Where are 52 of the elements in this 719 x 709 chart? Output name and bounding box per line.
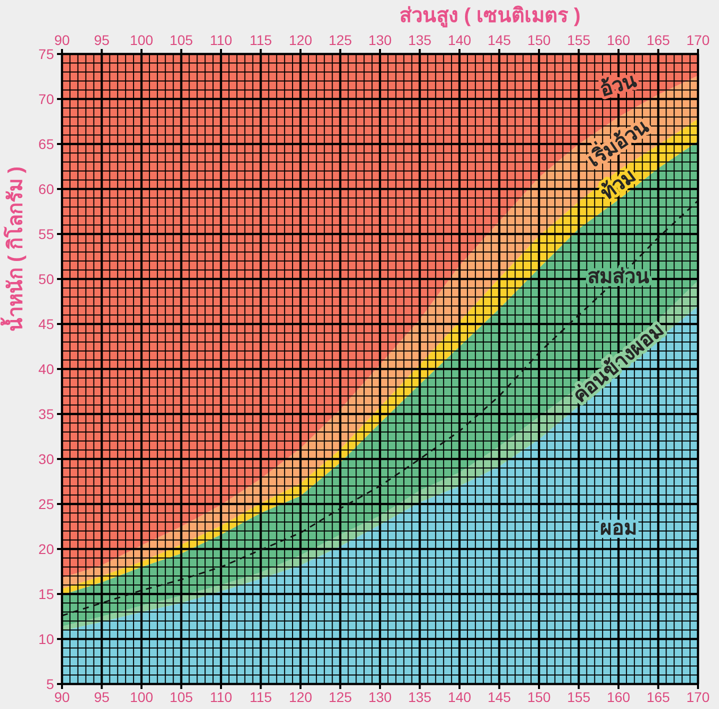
- x2-tick-label: 110: [210, 32, 232, 48]
- y-axis-title: น้ำหนัก ( กิโลกรัม ): [0, 166, 27, 332]
- x-tick-label: 105: [170, 689, 194, 705]
- y-tick-label: 75: [38, 46, 54, 62]
- y-tick-label: 25: [38, 496, 54, 512]
- x-tick-label: 135: [408, 689, 432, 705]
- x-tick-label: 120: [288, 689, 312, 705]
- x2-tick-label: 170: [686, 32, 710, 48]
- x2-tick-label: 90: [54, 32, 70, 48]
- x2-tick-label: 150: [527, 32, 551, 48]
- x2-tick-label: 155: [567, 32, 591, 48]
- x2-tick-label: 140: [448, 32, 472, 48]
- x2-tick-label: 130: [368, 32, 392, 48]
- x-tick-label: 150: [527, 689, 551, 705]
- x-tick-label: 110: [210, 689, 232, 705]
- x2-tick-label: 95: [94, 32, 110, 48]
- y-tick-label: 45: [38, 316, 54, 332]
- x2-axis-title: ส่วนสูง ( เซนติเมตร ): [400, 5, 580, 29]
- y-tick-label: 10: [38, 631, 54, 647]
- x2-tick-label: 100: [130, 32, 154, 48]
- x-tick-label: 145: [488, 689, 512, 705]
- x-tick-label: 125: [328, 689, 352, 705]
- x2-tick-label: 125: [328, 32, 352, 48]
- x-tick-label: 155: [567, 689, 591, 705]
- y-tick-label: 5: [46, 676, 54, 692]
- x-tick-label: 140: [448, 689, 472, 705]
- y-tick-label: 15: [38, 586, 54, 602]
- y-tick-label: 35: [38, 406, 54, 422]
- x2-tick-label: 160: [606, 32, 630, 48]
- y-tick-label: 20: [38, 541, 54, 557]
- x-tick-label: 170: [686, 689, 710, 705]
- y-tick-label: 60: [38, 181, 54, 197]
- x2-tick-label: 105: [170, 32, 194, 48]
- x2-tick-label: 135: [408, 32, 432, 48]
- x-tick-label: 95: [94, 689, 110, 705]
- y-tick-label: 70: [38, 91, 54, 107]
- x-tick-label: 130: [368, 689, 392, 705]
- x2-tick-label: 145: [488, 32, 512, 48]
- series-label: อ้วน: [597, 68, 640, 102]
- y-tick-label: 50: [38, 271, 54, 287]
- x-tick-label: 160: [606, 689, 630, 705]
- x-tick-label: 115: [250, 689, 272, 705]
- y-tick-label: 55: [38, 226, 54, 242]
- x2-tick-label: 115: [250, 32, 272, 48]
- y-tick-label: 65: [38, 136, 54, 152]
- y-tick-label: 30: [38, 451, 54, 467]
- x2-tick-label: 120: [288, 32, 312, 48]
- x2-tick-label: 165: [646, 32, 670, 48]
- x-tick-label: 100: [130, 689, 154, 705]
- y-tick-label: 40: [38, 361, 54, 377]
- x-tick-label: 165: [646, 689, 670, 705]
- x-tick-label: 90: [54, 689, 70, 705]
